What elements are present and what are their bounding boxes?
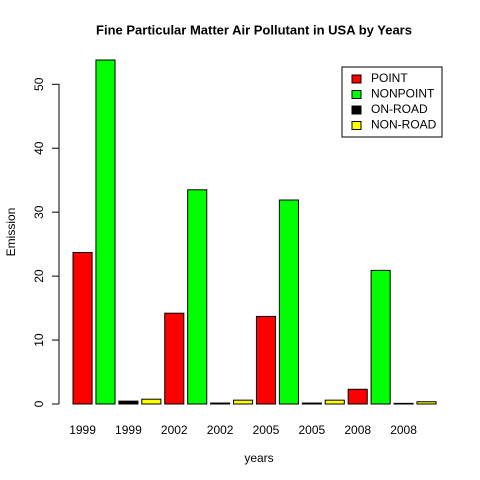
x-tick-label: 2002 [207,423,234,437]
bar [72,251,93,405]
x-tick-label: 2008 [344,423,371,437]
legend-label: NONPOINT [371,87,435,101]
bar [393,402,414,405]
bar [141,398,162,405]
y-axis-label: Emission [4,208,18,257]
bar [210,402,231,405]
y-tick-label: 30 [32,205,46,219]
y-tick-label: 50 [32,77,46,91]
bar [95,59,116,405]
x-axis-label: years [244,451,273,465]
x-tick-label: 2005 [298,423,325,437]
bar [416,401,437,405]
bar [370,269,391,405]
legend-label: POINT [371,71,408,85]
legend-swatch [351,74,362,84]
y-tick-label: 40 [32,141,46,155]
legend-swatch [351,121,362,130]
chart-title: Fine Particular Matter Air Pollutant in … [96,22,412,37]
legend-label: ON-ROAD [371,102,428,116]
legend-label: NON-ROAD [371,118,437,132]
x-tick-label: 2002 [161,423,188,437]
y-tick-label: 20 [32,269,46,283]
x-tick-label: 2008 [390,423,417,437]
bar [255,315,277,405]
bar [118,400,139,405]
x-tick-label: 1999 [69,423,96,437]
bar [278,199,299,405]
legend-swatch [351,105,362,115]
bar [324,399,345,405]
legend-swatch [351,90,362,99]
bar [187,189,208,405]
y-tick-label: 10 [32,333,46,347]
bar [164,312,185,405]
bar [233,399,254,405]
bar [301,402,322,405]
x-tick-label: 2005 [253,423,280,437]
bar [347,388,368,405]
x-tick-label: 1999 [115,423,142,437]
y-tick-label: 0 [32,400,46,407]
